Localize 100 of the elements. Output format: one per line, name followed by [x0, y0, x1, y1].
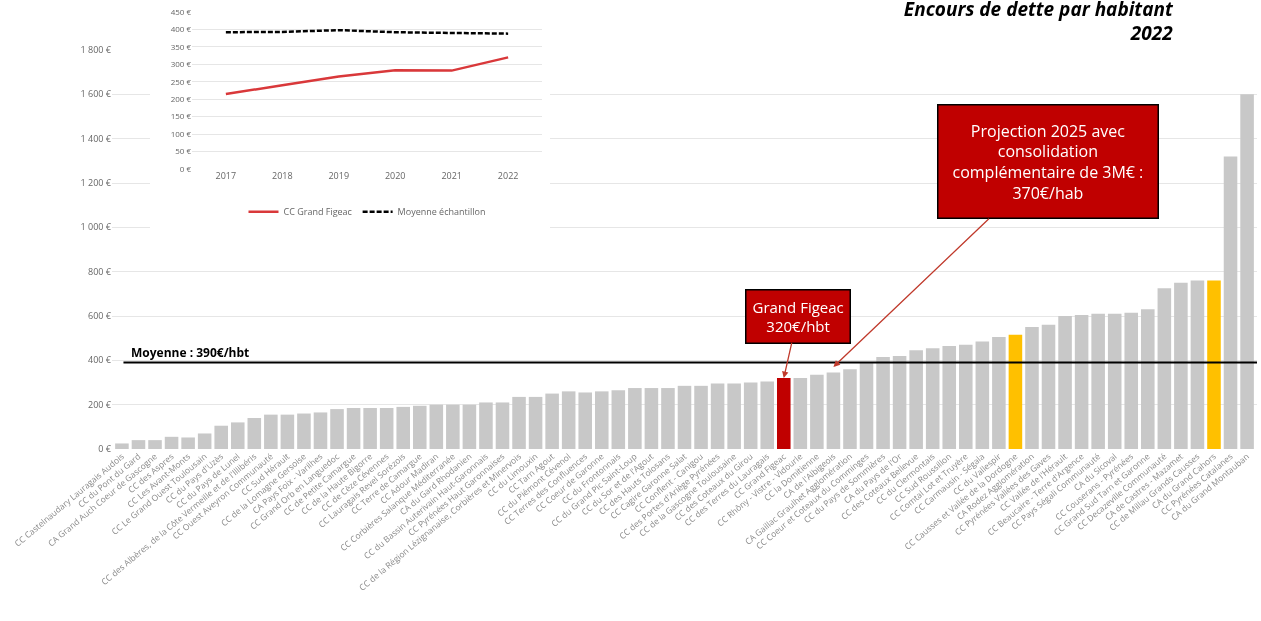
bar	[1025, 327, 1039, 449]
bar	[826, 372, 841, 449]
annotation: Projection 2025 avec consolidation complémentaire de 3M€ : 370€/hab	[952, 119, 1144, 204]
bar	[1207, 280, 1221, 449]
bar	[644, 388, 659, 449]
bar	[264, 414, 278, 449]
bar	[379, 407, 394, 449]
bar	[512, 396, 526, 449]
bar	[992, 337, 1006, 449]
y-tick-label: 150 €	[170, 110, 192, 122]
bar	[313, 412, 328, 449]
y-tick-label: 400 €	[88, 353, 112, 367]
x-tick-label: 2022	[497, 169, 519, 182]
bar	[280, 414, 295, 449]
bar	[843, 369, 857, 449]
bar	[446, 404, 460, 449]
x-tick-label: 2019	[328, 169, 350, 182]
bar	[611, 390, 626, 449]
bar	[214, 425, 228, 449]
bar	[247, 417, 262, 449]
bar	[115, 443, 129, 449]
y-tick-label: 0 €	[98, 442, 112, 456]
x-tick-label: 2017	[215, 169, 237, 182]
annotation: Grand Figeac 320€/hbt	[752, 296, 844, 336]
bar	[1174, 282, 1188, 449]
bar	[164, 436, 179, 449]
y-tick-label: 200 €	[170, 93, 192, 105]
y-tick-label: 1 800 €	[80, 43, 112, 57]
bar	[396, 406, 410, 449]
x-tick-label: 2020	[384, 169, 406, 182]
y-tick-label: 600 €	[88, 309, 112, 323]
y-tick-label: 1 400 €	[80, 131, 112, 145]
y-tick-label: 250 €	[170, 75, 192, 87]
legend-label: CC Grand Figeac	[283, 205, 353, 219]
y-tick-label: 1 200 €	[80, 176, 112, 190]
bar	[628, 388, 642, 449]
y-tick-label: 50 €	[175, 145, 192, 157]
bar	[1190, 280, 1205, 449]
x-tick-label: 2021	[441, 169, 462, 182]
line-series	[224, 56, 510, 96]
bar	[793, 378, 808, 449]
bar	[909, 350, 923, 449]
bar	[578, 392, 593, 449]
bar	[412, 405, 427, 449]
bar	[1240, 94, 1254, 449]
bar	[876, 357, 890, 449]
bar	[297, 413, 311, 449]
legend-label: Moyenne échantillon	[397, 205, 486, 219]
bar	[1141, 309, 1155, 449]
bar	[710, 383, 725, 449]
bar	[346, 407, 361, 449]
bar	[1223, 156, 1238, 449]
bar	[1157, 288, 1172, 449]
bar	[743, 382, 758, 449]
bar	[942, 345, 957, 449]
bar	[545, 393, 559, 449]
bar	[148, 440, 162, 449]
bar	[760, 381, 775, 449]
bar	[892, 355, 907, 449]
bar	[197, 433, 212, 449]
bar	[131, 440, 146, 449]
bar	[1124, 312, 1139, 449]
x-tick-label: 2018	[272, 169, 293, 182]
y-tick-label: 350 €	[170, 40, 192, 52]
bar	[330, 409, 344, 449]
bar	[1058, 316, 1072, 449]
bar	[925, 348, 940, 449]
y-tick-label: 1 600 €	[80, 87, 112, 101]
bar	[959, 344, 973, 449]
y-tick-label: 450 €	[170, 5, 192, 17]
y-tick-label: 1 000 €	[80, 220, 112, 234]
bar	[1041, 324, 1056, 449]
bar	[1074, 314, 1089, 449]
bar	[776, 378, 791, 449]
bar	[694, 385, 708, 449]
y-tick-label: 100 €	[170, 127, 192, 139]
y-tick-label: 0 €	[179, 162, 192, 174]
bar	[495, 402, 510, 449]
chart-title: Encours de dette par habitant 2022	[903, 0, 1174, 47]
bar	[810, 374, 824, 449]
bar	[363, 407, 377, 449]
bar	[528, 396, 543, 449]
bar	[661, 388, 675, 449]
y-tick-label: 300 €	[170, 58, 192, 70]
bar	[1091, 313, 1105, 449]
bar	[561, 391, 576, 449]
bar	[677, 385, 692, 449]
bar	[975, 341, 990, 449]
ref-line-label: Moyenne : 390€/hbt	[131, 344, 250, 361]
bar	[230, 422, 245, 449]
bar	[479, 402, 493, 449]
y-tick-label: 800 €	[88, 264, 112, 278]
bar	[462, 404, 477, 449]
y-tick-label: 400 €	[170, 23, 192, 35]
bar	[859, 362, 874, 449]
bar	[429, 404, 444, 449]
y-tick-label: 200 €	[88, 397, 112, 411]
bar	[727, 383, 741, 449]
bar	[181, 437, 195, 449]
bar	[1008, 334, 1023, 449]
